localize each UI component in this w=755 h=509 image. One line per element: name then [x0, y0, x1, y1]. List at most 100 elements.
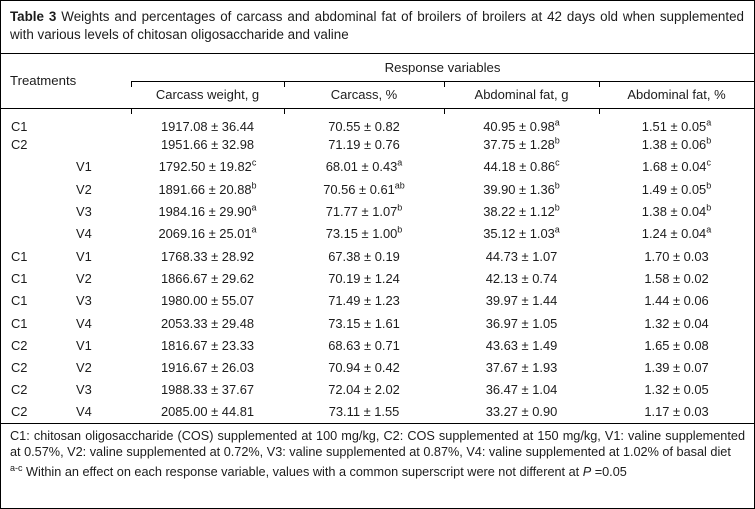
valine-level-cell: V2	[76, 270, 92, 286]
value-cell: 42.13 ± 0.74	[485, 270, 558, 286]
data-table: Treatments Response variables Carcass we…	[1, 54, 754, 424]
value-cell: 1988.33 ± 37.67	[160, 382, 255, 398]
value-cell: 40.95 ± 0.98a	[483, 117, 560, 134]
value-cell: 1866.67 ± 29.62	[160, 270, 255, 286]
value-cell: 2053.33 ± 29.48	[160, 315, 255, 331]
value-cell: 1951.66 ± 32.98	[160, 137, 255, 153]
table-row: C1 V3 1980.00 ± 55.07 71.49 ± 1.23 39.97 ± 1…	[1, 290, 754, 312]
value-cell: 71.49 ± 1.23	[328, 293, 400, 309]
value-cell: 1.49 ± 0.05b	[641, 180, 712, 197]
significance-superscript: c	[251, 158, 257, 169]
cos-level-cell: C1	[11, 248, 28, 264]
value-cell: 1768.33 ± 28.92	[160, 248, 255, 264]
header-row-1: Treatments Response variables	[1, 54, 754, 109]
value-cell: 71.19 ± 0.76	[328, 137, 400, 153]
significance-superscript: a	[251, 225, 257, 236]
table-row: C1 V2 1866.67 ± 29.62 70.19 ± 1.24 42.13 ± 0…	[1, 267, 754, 289]
significance-superscript: a	[397, 158, 403, 169]
valine-level-cell: V4	[76, 315, 92, 331]
significance-superscript: a	[706, 117, 712, 128]
value-cell: 33.27 ± 0.90	[485, 404, 558, 420]
value-cell: 1.68 ± 0.04c	[642, 158, 711, 175]
significance-superscript: a	[554, 225, 560, 236]
table-row: C1 V1 1768.33 ± 28.92 67.38 ± 0.19 44.73 ± 1…	[1, 245, 754, 267]
value-cell: 1.65 ± 0.08	[644, 337, 709, 353]
value-cell: 1984.16 ± 29.90a	[158, 202, 257, 220]
value-cell: 1916.67 ± 26.03	[160, 360, 255, 376]
cos-level-cell	[1, 178, 63, 200]
value-cell: 1.38 ± 0.06b	[641, 135, 712, 153]
value-cell: 1.32 ± 0.05	[644, 382, 709, 398]
footnotes: C1: chitosan oligosaccharide (COS) suppl…	[1, 424, 754, 481]
table-row: V3 1984.16 ± 29.90a 71.77 ± 1.07b 38.22 ± 1…	[1, 200, 754, 222]
value-cell: 38.22 ± 1.12b	[483, 202, 560, 220]
p-symbol: P	[582, 465, 592, 480]
significance-superscript: ab	[394, 180, 405, 191]
significance-superscript: b	[251, 180, 257, 191]
cos-level-cell	[1, 156, 63, 178]
table-title: Table 3 Weights and percentages of carca…	[1, 1, 754, 54]
value-cell: 43.63 ± 1.49	[485, 337, 558, 353]
table-row: V2 1891.66 ± 20.88b 70.56 ± 0.61ab 39.90 ± …	[1, 178, 754, 200]
value-cell: 2085.00 ± 44.81	[160, 404, 255, 420]
col-header-carcass-weight-g: Carcass weight, g	[130, 81, 285, 113]
value-cell: 39.97 ± 1.44	[485, 293, 558, 309]
header-row-2: Carcass weight, g Carcass, % Abdominal fat…	[1, 81, 754, 113]
cos-level-cell: C2	[11, 137, 28, 153]
significance-superscript: a	[706, 225, 712, 236]
value-cell: 1.44 ± 0.06	[644, 293, 709, 309]
valine-level-cell: V3	[76, 293, 92, 309]
value-cell: 70.56 ± 0.61ab	[323, 180, 405, 197]
value-cell: 1816.67 ± 23.33	[160, 337, 255, 353]
cos-level-cell: C1	[11, 270, 28, 286]
table-row: C2 1951.66 ± 32.98 71.19 ± 0.76 37.75 ± 1.2…	[1, 134, 754, 156]
table-row: C2 V1 1816.67 ± 23.33 68.63 ± 0.71 43.63 ± 1…	[1, 334, 754, 356]
value-cell: 1792.50 ± 19.82c	[158, 158, 257, 175]
footnote-superscript-text: Within an effect on each response variab…	[26, 465, 583, 480]
p-value: =0.05	[591, 465, 627, 480]
valine-level-cell: V2	[76, 360, 92, 376]
significance-superscript: b	[706, 202, 712, 213]
valine-level-cell	[63, 134, 131, 156]
value-cell: 73.11 ± 1.55	[328, 404, 400, 420]
valine-level-cell: V3	[76, 382, 92, 398]
col-header-response-variables: Response variables	[131, 54, 754, 82]
valine-level-cell	[63, 108, 131, 134]
cos-level-cell	[1, 200, 63, 222]
value-cell: 36.47 ± 1.04	[485, 382, 558, 398]
cos-level-cell: C2	[11, 337, 28, 353]
significance-superscript: b	[397, 225, 403, 236]
table-row: C2 V2 1916.67 ± 26.03 70.94 ± 0.42 37.67 ± 1…	[1, 356, 754, 378]
value-cell: 39.90 ± 1.36b	[483, 180, 560, 197]
value-cell: 73.15 ± 1.61	[328, 315, 400, 331]
significance-superscript: a	[554, 117, 560, 128]
significance-superscript: a	[251, 202, 257, 213]
significance-superscript: b	[397, 202, 403, 213]
value-cell: 1917.08 ± 36.44	[160, 118, 255, 134]
table-caption: Weights and percentages of carcass and a…	[10, 9, 744, 42]
table-row: C2 V4 2085.00 ± 44.81 73.11 ± 1.55 33.27 ± 0…	[1, 401, 754, 423]
value-cell: 1891.66 ± 20.88b	[158, 180, 257, 197]
value-cell: 37.67 ± 1.93	[485, 360, 558, 376]
col-header-treatments: Treatments	[1, 54, 132, 109]
table-row: C1 V4 2053.33 ± 29.48 73.15 ± 1.61 36.97 ± 1…	[1, 312, 754, 334]
value-cell: 1.51 ± 0.05a	[641, 117, 712, 134]
cos-level-cell: C1	[11, 293, 28, 309]
significance-superscript: b	[554, 135, 560, 146]
valine-level-cell: V1	[76, 159, 92, 175]
value-cell: 71.77 ± 1.07b	[325, 202, 403, 220]
significance-superscript: c	[706, 158, 711, 169]
value-cell: 1.17 ± 0.03	[644, 404, 709, 420]
value-cell: 68.01 ± 0.43a	[325, 158, 403, 175]
valine-level-cell: V2	[76, 181, 92, 197]
significance-superscript: b	[554, 202, 560, 213]
table-header: Treatments Response variables Carcass we…	[1, 54, 754, 113]
table-number: Table 3	[10, 9, 57, 24]
value-cell: 67.38 ± 0.19	[328, 248, 400, 264]
value-cell: 68.63 ± 0.71	[328, 337, 400, 353]
table-row: V1 1792.50 ± 19.82c 68.01 ± 0.43a 44.18 ± 0…	[1, 156, 754, 178]
significance-superscript: c	[555, 158, 560, 169]
significance-superscript: b	[706, 180, 712, 191]
value-cell: 35.12 ± 1.03a	[483, 225, 560, 242]
